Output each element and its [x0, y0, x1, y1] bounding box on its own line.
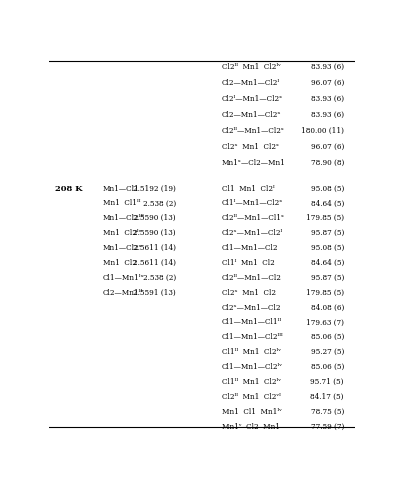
Text: 77.59 (7): 77.59 (7) — [310, 423, 344, 430]
Text: Cl2ᴵ—Mn1—Cl2ˣ: Cl2ᴵ—Mn1—Cl2ˣ — [222, 95, 283, 103]
Text: Cl2ᴵᴵ—Mn1—Cl2ˣ: Cl2ᴵᴵ—Mn1—Cl2ˣ — [222, 127, 285, 135]
Text: Cl2ᴵᴵ—Mn1—Cl2: Cl2ᴵᴵ—Mn1—Cl2 — [222, 274, 282, 282]
Text: Cl2—Mn1ᴵᴵ: Cl2—Mn1ᴵᴵ — [103, 289, 143, 297]
Text: Cl2ᴵᴵ  Mn1  Cl2ᴵᵛ: Cl2ᴵᴵ Mn1 Cl2ᴵᵛ — [222, 63, 281, 71]
Text: 95.87 (5): 95.87 (5) — [310, 274, 344, 282]
Text: Cl1ᴵᴵ  Mn1  Cl2ᴵᵛ: Cl1ᴵᴵ Mn1 Cl2ᴵᵛ — [222, 348, 281, 356]
Text: 84.64 (5): 84.64 (5) — [310, 259, 344, 267]
Text: 85.06 (5): 85.06 (5) — [310, 333, 344, 341]
Text: Mn1  Cl1ᴵᴵ: Mn1 Cl1ᴵᴵ — [103, 199, 140, 207]
Text: Cl1ᴵ—Mn1—Cl2ˣ: Cl1ᴵ—Mn1—Cl2ˣ — [222, 199, 283, 207]
Text: 85.06 (5): 85.06 (5) — [310, 363, 344, 371]
Text: 2.5591 (13): 2.5591 (13) — [133, 289, 176, 297]
Text: 78.90 (8): 78.90 (8) — [310, 159, 344, 167]
Text: 2.5192 (19): 2.5192 (19) — [133, 185, 176, 193]
Text: Cl2ˣ—Mn1—Cl2: Cl2ˣ—Mn1—Cl2 — [222, 303, 281, 312]
Text: Mn1  Cl2: Mn1 Cl2 — [103, 259, 137, 267]
Text: Mn1—Cl2ˣ: Mn1—Cl2ˣ — [103, 244, 143, 252]
Text: 179.85 (5): 179.85 (5) — [306, 214, 344, 222]
Text: 95.08 (5): 95.08 (5) — [310, 244, 344, 252]
Text: Cl1—Mn1—Cl1ᴵᴵ: Cl1—Mn1—Cl1ᴵᴵ — [222, 318, 282, 327]
Text: 78.75 (5): 78.75 (5) — [310, 408, 344, 416]
Text: 2.5590 (13): 2.5590 (13) — [133, 229, 176, 237]
Text: 179.63 (7): 179.63 (7) — [306, 318, 344, 327]
Text: 83.93 (6): 83.93 (6) — [311, 95, 344, 103]
Text: Cl2ˣ  Mn1  Cl2ˣ: Cl2ˣ Mn1 Cl2ˣ — [222, 143, 279, 151]
Text: Mn1ᵛ  Cl2  Mn1: Mn1ᵛ Cl2 Mn1 — [222, 423, 280, 430]
Text: 179.85 (5): 179.85 (5) — [306, 289, 344, 297]
Text: Mn1—Cl2ᴵᴵᴵ: Mn1—Cl2ᴵᴵᴵ — [103, 214, 145, 222]
Text: Mn1  Cl1  Mn1ᴵᵛ: Mn1 Cl1 Mn1ᴵᵛ — [222, 408, 282, 416]
Text: Cl1—Mn1—Cl2: Cl1—Mn1—Cl2 — [222, 244, 278, 252]
Text: Cl2ᴵᴵ—Mn1—Cl1ˣ: Cl2ᴵᴵ—Mn1—Cl1ˣ — [222, 214, 285, 222]
Text: 95.71 (5): 95.71 (5) — [310, 378, 344, 386]
Text: Mn1—Cl1: Mn1—Cl1 — [103, 185, 139, 193]
Text: 2.538 (2): 2.538 (2) — [143, 199, 176, 207]
Text: 95.08 (5): 95.08 (5) — [310, 185, 344, 193]
Text: Mn1ˣ—Cl2—Mn1: Mn1ˣ—Cl2—Mn1 — [222, 159, 286, 167]
Text: Cl2ᴵᴵ  Mn1  Cl2ᵛᴵ: Cl2ᴵᴵ Mn1 Cl2ᵛᴵ — [222, 393, 281, 401]
Text: Cl1ᴵᴵ  Mn1  Cl2ᴵᵛ: Cl1ᴵᴵ Mn1 Cl2ᴵᵛ — [222, 378, 281, 386]
Text: Cl2—Mn1—Cl2ᴵ: Cl2—Mn1—Cl2ᴵ — [222, 79, 280, 87]
Text: Cl2ˣ  Mn1  Cl2: Cl2ˣ Mn1 Cl2 — [222, 289, 276, 297]
Text: 208 K: 208 K — [55, 185, 83, 193]
Text: Cl1  Mn1  Cl2ᴵ: Cl1 Mn1 Cl2ᴵ — [222, 185, 275, 193]
Text: 83.93 (6): 83.93 (6) — [311, 63, 344, 71]
Text: Mn1  Cl2ᴵᵛ: Mn1 Cl2ᴵᵛ — [103, 229, 141, 237]
Text: 83.93 (6): 83.93 (6) — [311, 111, 344, 119]
Text: 2.5590 (13): 2.5590 (13) — [133, 214, 176, 222]
Text: 2.538 (2): 2.538 (2) — [143, 274, 176, 282]
Text: Cl2ˣ—Mn1—Cl2ᴵ: Cl2ˣ—Mn1—Cl2ᴵ — [222, 229, 283, 237]
Text: 2.5611 (14): 2.5611 (14) — [133, 259, 176, 267]
Text: 95.87 (5): 95.87 (5) — [310, 229, 344, 237]
Text: 96.07 (6): 96.07 (6) — [310, 79, 344, 87]
Text: 180.00 (11): 180.00 (11) — [301, 127, 344, 135]
Text: 84.08 (6): 84.08 (6) — [310, 303, 344, 312]
Text: Cl1ᴵ  Mn1  Cl2: Cl1ᴵ Mn1 Cl2 — [222, 259, 275, 267]
Text: Cl1—Mn1—Cl2ᴵᴵᴵ: Cl1—Mn1—Cl2ᴵᴵᴵ — [222, 333, 284, 341]
Text: Cl1—Mn1—Cl2ᴵᵛ: Cl1—Mn1—Cl2ᴵᵛ — [222, 363, 283, 371]
Text: 2.5611 (14): 2.5611 (14) — [133, 244, 176, 252]
Text: Cl2—Mn1—Cl2ˣ: Cl2—Mn1—Cl2ˣ — [222, 111, 281, 119]
Text: 84.17 (5): 84.17 (5) — [310, 393, 344, 401]
Text: 84.64 (5): 84.64 (5) — [310, 199, 344, 207]
Text: Cl1—Mn1ᴵˣ: Cl1—Mn1ᴵˣ — [103, 274, 144, 282]
Text: 96.07 (6): 96.07 (6) — [310, 143, 344, 151]
Text: 95.27 (5): 95.27 (5) — [310, 348, 344, 356]
